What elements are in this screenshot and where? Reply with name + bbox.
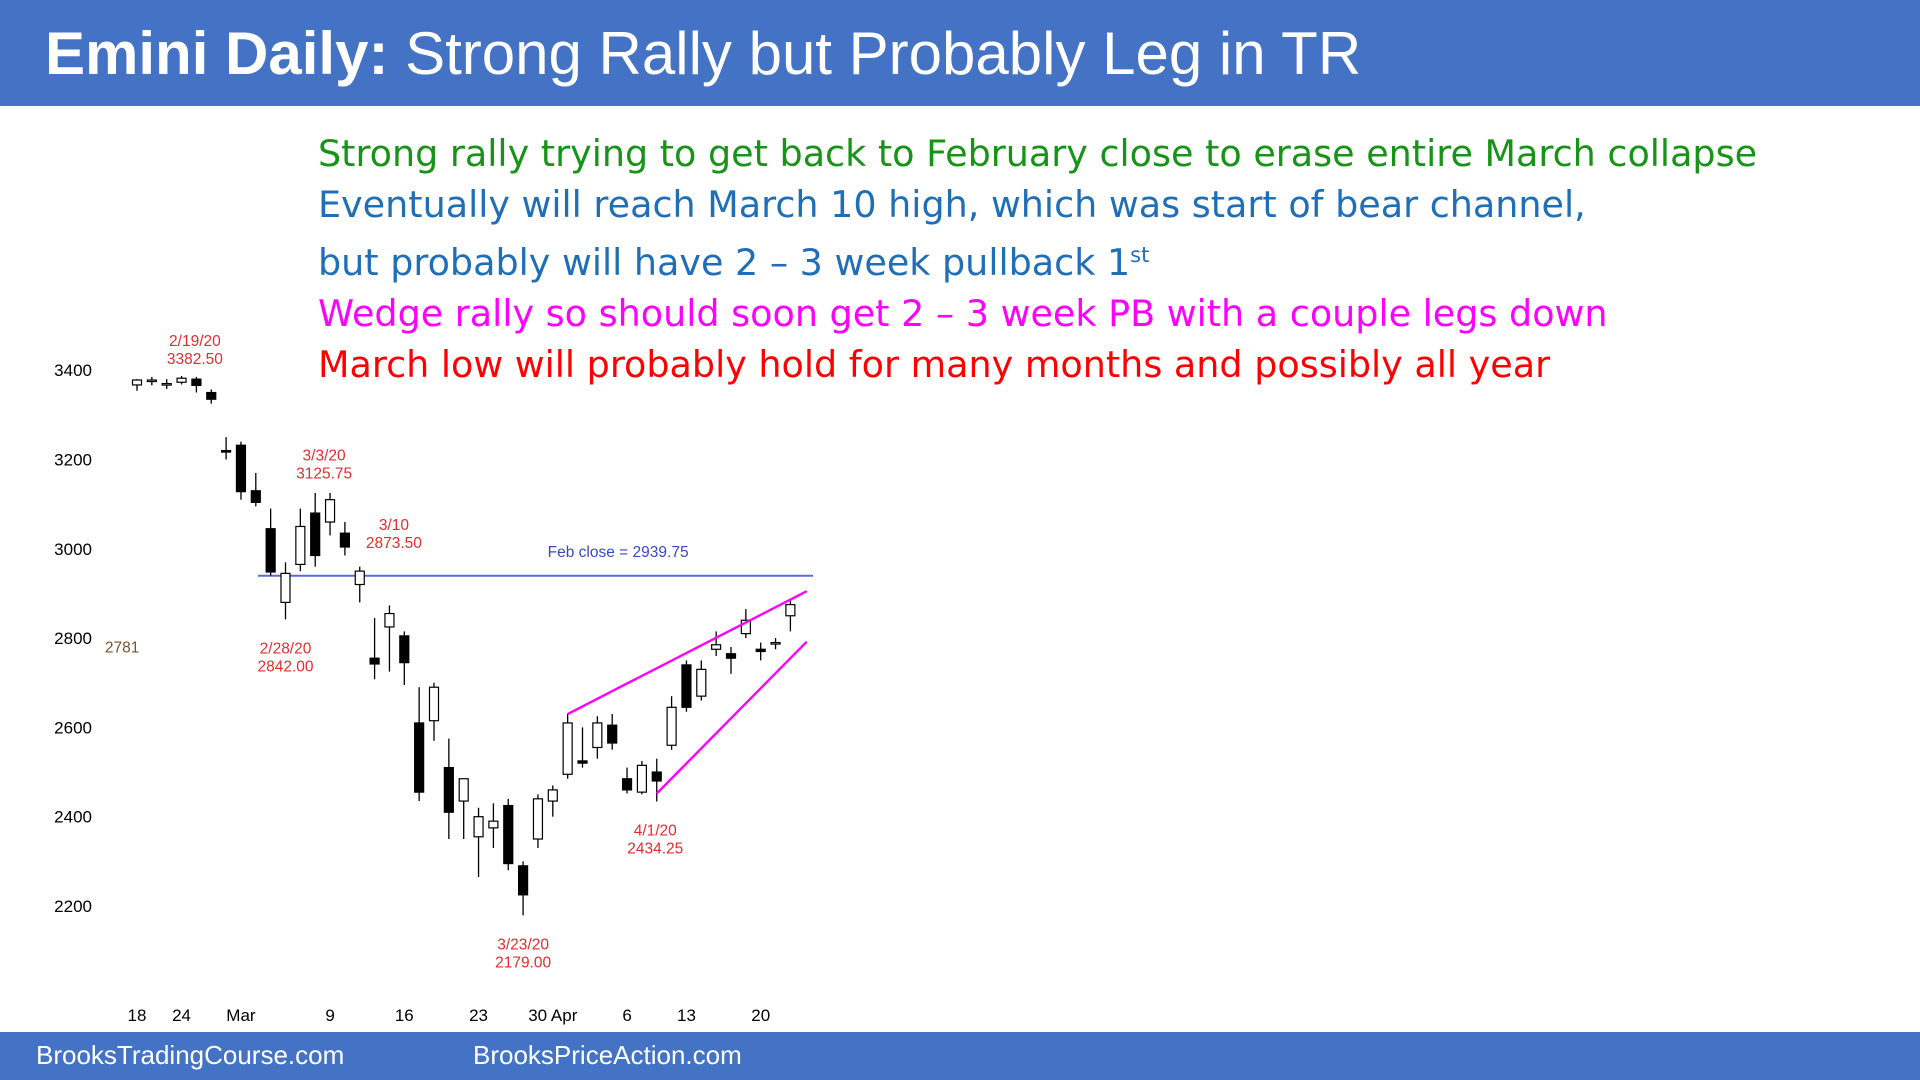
candle-body-bull <box>280 572 291 603</box>
annotation-label: 2842.00 <box>257 658 313 675</box>
note-line: March low will probably hold for many mo… <box>318 339 1757 390</box>
candle-body-bull <box>146 379 157 383</box>
note-text: Wedge rally so should soon get 2 – 3 wee… <box>318 292 1608 336</box>
x-tick-label: 6 <box>622 1006 631 1025</box>
y-tick-label: 3000 <box>54 540 92 559</box>
candle-body-bear <box>265 528 276 573</box>
title-rest: Strong Rally but Probably Leg in TR <box>388 20 1362 87</box>
candle-body-bull <box>711 644 722 650</box>
candle-body-bear <box>651 771 662 782</box>
note-line: Wedge rally so should soon get 2 – 3 wee… <box>318 288 1757 339</box>
candle-body-bear <box>755 648 766 653</box>
x-tick-label: 23 <box>469 1006 488 1025</box>
y-tick-label: 2200 <box>54 897 92 916</box>
candle-body-bear <box>310 512 321 557</box>
candle-body-bear <box>221 449 232 453</box>
annotation-label: 3382.50 <box>167 351 223 368</box>
x-tick-label: Mar <box>226 1006 256 1025</box>
note-line: but probably will have 2 – 3 week pullba… <box>318 230 1757 288</box>
x-tick-label: 16 <box>395 1006 414 1025</box>
candle-body-bear <box>414 722 425 793</box>
y-tick-label: 2800 <box>54 629 92 648</box>
title-bold: Emini Daily: <box>45 20 389 87</box>
candle-body-bear <box>206 391 217 400</box>
candle-body-bull <box>488 820 499 829</box>
note-text: Strong rally trying to get back to Febru… <box>318 132 1758 175</box>
footer-bar: BrooksTradingCourse.com BrooksPriceActio… <box>0 1032 1920 1080</box>
candle-body-bull <box>161 382 172 386</box>
candle-body-bear <box>503 804 514 865</box>
candle-body-bull <box>562 722 573 775</box>
annotation-label: 2/19/20 <box>169 333 221 350</box>
candle-body-bull <box>770 641 781 645</box>
candle-body-bull <box>354 570 365 586</box>
note-line: Strong rally trying to get back to Febru… <box>318 128 1757 179</box>
annotation-label: 3/23/20 <box>497 936 549 953</box>
commentary: Strong rally trying to get back to Febru… <box>318 128 1757 390</box>
candle-body-bull <box>666 706 677 746</box>
candle-body-bear <box>607 724 618 744</box>
annotation-label: 2434.25 <box>627 840 683 857</box>
header-bar: Emini Daily: Strong Rally but Probably L… <box>0 0 1920 106</box>
candle-body-bear <box>339 532 350 548</box>
candle-body-bull <box>785 604 796 617</box>
candle-body-bull <box>324 499 336 523</box>
annotation-label: Feb close = 2939.75 <box>548 544 689 561</box>
wedge-line <box>655 640 808 795</box>
candle-body-bear <box>577 760 588 764</box>
candle-body-bear <box>250 490 261 503</box>
x-tick-label: 18 <box>128 1006 147 1025</box>
x-tick-label: 9 <box>325 1006 334 1025</box>
y-tick-label: 2400 <box>54 808 92 827</box>
candle-body-bull <box>547 789 558 802</box>
x-tick-label: 13 <box>677 1006 696 1025</box>
candle-body-bull <box>532 798 544 840</box>
candle-body-bull <box>295 525 306 566</box>
x-tick-label: 20 <box>751 1006 770 1025</box>
candle-body-bull <box>458 778 469 802</box>
y-tick-label: 2600 <box>54 718 92 737</box>
candle-body-bear <box>191 378 202 386</box>
candle-body-bear <box>399 635 410 664</box>
note-superscript: st <box>1130 243 1150 267</box>
annotation-label: 3125.75 <box>296 466 352 483</box>
candle-body-bear <box>235 444 247 493</box>
candle-body-bear <box>517 865 529 896</box>
candle-body-bear <box>369 657 380 665</box>
note-line: Eventually will reach March 10 high, whi… <box>318 179 1757 230</box>
slide-title: Emini Daily: Strong Rally but Probably L… <box>45 12 1361 96</box>
annotation-label: 2781 <box>105 640 139 657</box>
candle-body-bull <box>740 619 751 635</box>
candle-body-bear <box>443 766 454 813</box>
note-text: March low will probably hold for many mo… <box>318 343 1551 387</box>
y-tick-label: 3200 <box>54 451 92 470</box>
candle-body-bull <box>428 686 440 722</box>
y-tick-label: 3400 <box>54 361 92 380</box>
annotation-label: 2/28/20 <box>260 640 312 657</box>
footer-link-right[interactable]: BrooksPriceAction.com <box>473 1040 742 1070</box>
candle-body-bull <box>176 377 187 383</box>
candlestick-chart: 2200 2400 2600 2800 3000 3200 3400 18 24 Mar 9 16 23… <box>54 333 813 1025</box>
candle-body-bull <box>696 668 707 697</box>
footer-link-left[interactable]: BrooksTradingCourse.com <box>36 1040 345 1070</box>
annotation-label: 2873.50 <box>366 535 422 552</box>
candle-body-bull <box>592 722 603 749</box>
x-tick-label: 30 Apr <box>528 1006 577 1025</box>
note-text: but probably will have 2 – 3 week pullba… <box>318 241 1131 285</box>
x-tick-label: 24 <box>172 1006 191 1025</box>
note-text: Eventually will reach March 10 high, whi… <box>318 183 1586 226</box>
annotation-label: 2179.00 <box>495 954 551 971</box>
annotation-label: 3/3/20 <box>303 448 346 465</box>
candle-body-bull <box>384 612 395 628</box>
candle-body-bull <box>473 816 484 838</box>
candle-body-bear <box>681 664 692 708</box>
annotation-label: 3/10 <box>379 517 410 534</box>
annotation-label: 4/1/20 <box>634 822 677 839</box>
candle-body-bear <box>725 653 737 659</box>
candle-body-bull <box>636 764 648 793</box>
wedge-line <box>567 590 808 716</box>
candle-body-bear <box>621 778 633 791</box>
candle-body-bull <box>131 379 143 386</box>
